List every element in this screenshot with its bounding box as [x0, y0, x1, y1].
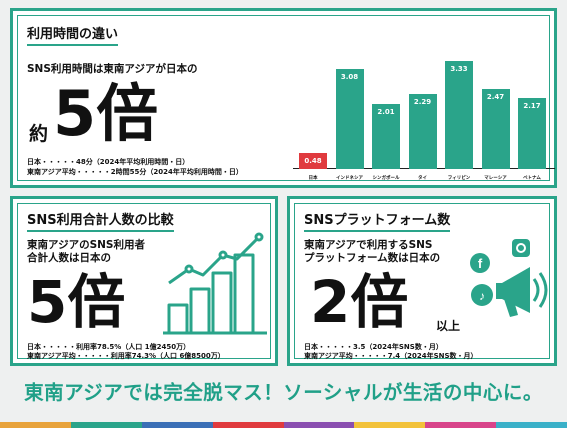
chart-bar [335, 68, 364, 169]
more-than-label: 以上 [436, 319, 461, 333]
bar-value-label: 0.48 [304, 157, 322, 166]
panel-lead: SNS利用時間は東南アジアが日本の [27, 63, 198, 75]
growth-chart-icon [163, 232, 267, 335]
platform-count-panel: SNSプラットフォーム数 東南アジアで利用するSNS プラットフォーム数は日本の… [287, 196, 557, 366]
panel-title: SNS利用合計人数の比較 [27, 209, 174, 232]
chart-bar [518, 98, 546, 169]
stripe-segment [425, 422, 497, 428]
approx-label: 約 [29, 123, 49, 145]
megaphone-social-icon: f ♪ [470, 239, 548, 317]
category-label: ベトナム [523, 176, 541, 181]
chart-bar [481, 88, 510, 169]
note-japan: 日本・・・・・48分（2024年平均利用時間・日） [27, 158, 190, 166]
big-multiplier: 2倍 [310, 268, 409, 336]
bar-value-label: 2.47 [486, 92, 505, 101]
chart-bar [408, 94, 437, 169]
category-label: タイ [418, 176, 427, 181]
stripe-segment [141, 422, 213, 428]
stripe-segment [283, 422, 355, 428]
note-sea: 東南アジア平均・・・・・2時間55分（2024年平均利用時間・日） [27, 168, 243, 176]
chart-bar [299, 153, 327, 169]
stripe-segment [354, 422, 426, 428]
panel-title: 利用時間の違い [27, 23, 119, 46]
panel-inner-border [17, 15, 550, 181]
chart-bar [372, 103, 400, 169]
panel-lead-line1: 東南アジアのSNS利用者 [27, 239, 145, 251]
footer-message: 東南アジアでは完全脱マス！ソーシャルが生活の中心に。 [24, 381, 543, 404]
category-label: マレーシア [484, 176, 507, 181]
category-label: フィリピン [447, 176, 471, 181]
category-label: シンガポール [372, 176, 400, 181]
note-japan: 日本・・・・・利用率78.5%（人口 1億2450万） [27, 343, 191, 351]
panel-lead-line1: 東南アジアで利用するSNS [304, 239, 433, 251]
panel-title: SNSプラットフォーム数 [304, 209, 451, 232]
note-sea: 東南アジア平均・・・・・利用率74.3%（人口 6億8500万） [27, 352, 225, 360]
color-stripe [0, 422, 567, 428]
stripe-segment [496, 422, 567, 428]
usage-bar-chart: 0.48 日本 3.08 インドネシア 2.01 シンガポール 2.29 タイ 3.33 フィリピ… [293, 41, 555, 189]
panel-lead-line2: 合計人数は日本の [27, 252, 111, 264]
note-sea: 東南アジア平均・・・・・7.4（2024年SNS数・月） [304, 352, 478, 360]
big-multiplier: 5倍 [53, 77, 159, 150]
users-comparison-panel: SNS利用合計人数の比較 東南アジアのSNS利用者 合計人数は日本の 5倍 日本… [10, 196, 278, 366]
usage-time-panel: 利用時間の違い SNS利用時間は東南アジアが日本の 約 5倍 日本・・・・・48… [10, 8, 557, 188]
panel-inner-border [17, 203, 271, 359]
panel-inner-border [294, 203, 550, 359]
svg-text:f: f [478, 256, 483, 271]
bar-value-label: 2.01 [377, 107, 395, 116]
category-label: 日本 [308, 176, 318, 181]
panel-lead-line2: プラットフォーム数は日本の [304, 252, 441, 264]
stripe-segment [0, 422, 71, 428]
stripe-segment [70, 422, 142, 428]
note-japan: 日本・・・・・3.5（2024年SNS数・月） [304, 343, 443, 351]
bar-value-label: 3.33 [450, 64, 468, 73]
bar-value-label: 2.17 [523, 102, 541, 111]
bar-value-label: 3.08 [340, 72, 359, 81]
category-label: インドネシア [336, 176, 363, 181]
chart-bar [445, 60, 473, 169]
stripe-segment [212, 422, 284, 428]
bar-value-label: 2.29 [413, 98, 432, 107]
big-multiplier: 5倍 [27, 268, 126, 336]
svg-text:♪: ♪ [479, 289, 485, 303]
